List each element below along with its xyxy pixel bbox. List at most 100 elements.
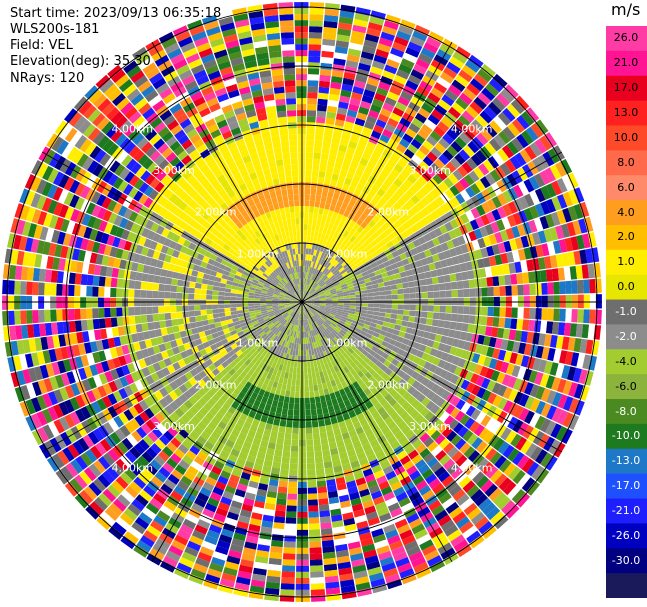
velocity-gate	[553, 308, 560, 322]
velocity-gate	[361, 543, 376, 553]
velocity-gate	[488, 233, 498, 245]
velocity-gate	[349, 547, 363, 556]
velocity-gate	[329, 204, 336, 212]
velocity-gate	[197, 421, 207, 431]
velocity-gate	[333, 428, 342, 436]
velocity-gate	[400, 58, 415, 69]
velocity-gate	[321, 274, 327, 281]
velocity-gate	[576, 234, 585, 250]
velocity-gate	[305, 292, 310, 298]
velocity-gate	[483, 431, 495, 444]
velocity-gate	[367, 392, 376, 401]
velocity-gate	[320, 273, 326, 280]
velocity-gate	[389, 318, 397, 324]
velocity-gate	[356, 261, 364, 268]
velocity-gate	[274, 311, 281, 315]
velocity-gate	[258, 320, 266, 325]
velocity-gate	[112, 445, 125, 458]
velocity-gate	[470, 489, 484, 502]
velocity-gate	[292, 349, 296, 356]
velocity-gate	[305, 176, 312, 183]
velocity-gate	[584, 370, 594, 386]
velocity-gate	[267, 309, 274, 313]
velocity-gate	[342, 77, 355, 86]
velocity-gate	[379, 295, 386, 300]
velocity-gate	[288, 309, 294, 315]
velocity-gate	[98, 308, 105, 318]
velocity-gate	[295, 583, 310, 590]
velocity-gate	[522, 425, 534, 439]
velocity-gate	[322, 545, 335, 554]
velocity-gate	[266, 575, 281, 584]
velocity-gate	[449, 219, 459, 229]
velocity-gate	[378, 37, 393, 48]
velocity-gate	[276, 370, 282, 377]
velocity-gate	[34, 337, 43, 352]
velocity-gate	[310, 273, 314, 280]
velocity-gate	[475, 375, 485, 387]
velocity-gate	[31, 429, 44, 446]
velocity-gate	[170, 437, 182, 448]
velocity-gate	[323, 178, 331, 186]
velocity-gate	[426, 522, 440, 534]
velocity-gate	[415, 58, 430, 70]
velocity-gate	[409, 470, 421, 481]
velocity-gate	[448, 484, 462, 497]
velocity-gate	[159, 387, 169, 398]
velocity-gate	[433, 82, 448, 94]
velocity-gate	[386, 355, 395, 363]
velocity-gate	[317, 365, 323, 372]
velocity-gate	[386, 579, 403, 590]
velocity-gate	[213, 551, 227, 561]
velocity-gate	[458, 132, 471, 145]
velocity-gate	[496, 179, 508, 193]
velocity-gate	[307, 74, 319, 81]
velocity-gate	[387, 327, 394, 334]
velocity-gate	[367, 296, 374, 300]
velocity-gate	[348, 313, 355, 318]
velocity-gate	[81, 213, 91, 226]
velocity-gate	[224, 485, 236, 495]
velocity-gate	[143, 396, 154, 408]
velocity-gate	[291, 311, 296, 318]
velocity-gate	[468, 230, 478, 242]
velocity-gate	[149, 240, 158, 250]
velocity-gate	[545, 198, 557, 213]
velocity-gate	[482, 502, 497, 516]
velocity-gate	[170, 453, 182, 464]
velocity-gate	[521, 458, 535, 473]
velocity-gate	[311, 224, 316, 232]
velocity-gate	[439, 43, 455, 56]
velocity-gate	[189, 535, 204, 546]
velocity-gate	[285, 306, 291, 309]
velocity-gate	[384, 285, 392, 291]
velocity-gate	[338, 22, 353, 31]
velocity-gate	[8, 264, 17, 280]
velocity-gate	[230, 292, 237, 297]
velocity-gate	[329, 367, 336, 374]
velocity-gate	[27, 223, 37, 238]
velocity-gate	[284, 303, 291, 306]
velocity-gate	[364, 428, 374, 438]
velocity-gate	[274, 413, 282, 420]
velocity-gate	[378, 480, 390, 491]
velocity-gate	[535, 449, 548, 465]
velocity-gate	[346, 356, 353, 364]
velocity-gate	[475, 150, 487, 163]
velocity-gate	[16, 250, 25, 266]
velocity-gate	[148, 330, 157, 339]
velocity-gate	[348, 103, 360, 112]
velocity-gate	[154, 328, 162, 337]
velocity-gate	[363, 274, 370, 280]
velocity-gate	[329, 392, 336, 400]
velocity-gate	[218, 584, 234, 594]
velocity-gate	[307, 493, 318, 500]
velocity-gate	[487, 392, 497, 405]
velocity-gate	[310, 230, 315, 238]
velocity-gate	[309, 535, 321, 542]
velocity-gate	[64, 414, 76, 428]
velocity-gate	[298, 307, 301, 314]
velocity-gate	[316, 311, 323, 316]
velocity-gate	[368, 247, 376, 255]
velocity-gate	[218, 287, 226, 292]
